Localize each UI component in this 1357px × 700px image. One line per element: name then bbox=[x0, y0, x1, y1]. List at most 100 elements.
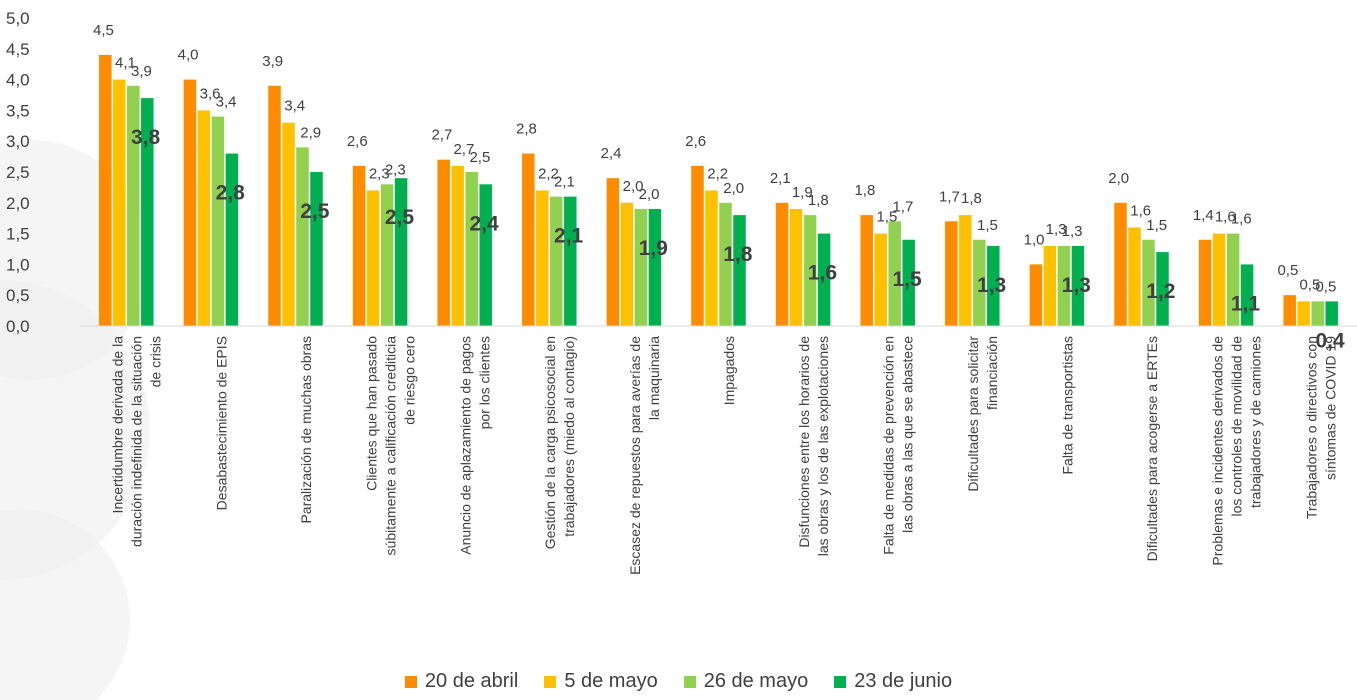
y-tick-label: 2,0 bbox=[6, 194, 30, 213]
bar bbox=[1212, 233, 1226, 326]
bar bbox=[522, 153, 535, 326]
data-label: 0,5 bbox=[1299, 276, 1320, 293]
data-label: 2,0 bbox=[723, 180, 744, 197]
x-category-label-line: Dificultades para solicitar bbox=[965, 336, 981, 492]
x-category-label: Dificultades para acogerse a ERTEs bbox=[1144, 336, 1160, 561]
x-category-label-line: Disfunciones entre los horarios de bbox=[796, 336, 812, 548]
bar bbox=[1311, 301, 1324, 326]
data-label: 2,5 bbox=[469, 149, 490, 166]
bar bbox=[1283, 295, 1296, 326]
data-label: 2,9 bbox=[300, 124, 321, 141]
data-label: 1,4 bbox=[1193, 207, 1214, 224]
x-category-label-line: Trabajadores o directivos con bbox=[1304, 336, 1320, 519]
data-labels: 4,54,13,93,84,03,63,42,83,93,42,92,52,62… bbox=[93, 22, 1345, 352]
data-label: 1,5 bbox=[876, 209, 897, 226]
y-tick-label: 3,0 bbox=[6, 132, 30, 151]
data-label: 1,8 bbox=[808, 192, 829, 209]
x-category-label-line: Gestión de la carga psicosocial en bbox=[542, 336, 558, 549]
x-category-label-line: trabajadores (miedo al contagio) bbox=[561, 336, 577, 537]
bar bbox=[1114, 202, 1127, 326]
y-tick-label: 1,0 bbox=[6, 255, 30, 274]
legend-swatch bbox=[834, 675, 847, 688]
data-label: 2,3 bbox=[369, 165, 390, 182]
bar bbox=[1057, 245, 1071, 326]
data-label: 2,0 bbox=[623, 178, 644, 195]
bar bbox=[648, 208, 662, 326]
x-category-label: Falta de medidas de prevención en las obr… bbox=[881, 336, 916, 555]
legend-label: 23 de junio bbox=[854, 670, 953, 692]
bar bbox=[719, 202, 732, 326]
data-label: 2,6 bbox=[685, 133, 706, 150]
bar bbox=[465, 172, 478, 326]
bar bbox=[366, 190, 380, 326]
y-tick-label: 2,5 bbox=[6, 163, 30, 182]
bar bbox=[1297, 301, 1310, 326]
x-category-label-line: de crisis bbox=[148, 336, 164, 387]
data-label: 0,5 bbox=[1315, 278, 1336, 295]
x-category-label-line: trabajadores y de camiones bbox=[1248, 336, 1264, 508]
y-tick-label: 0,5 bbox=[6, 286, 30, 305]
bar bbox=[1071, 245, 1085, 326]
x-category-label: Desabastecimiento de EPIS bbox=[213, 336, 229, 510]
x-category-label-line: duración indefinida de la situación bbox=[129, 336, 145, 547]
data-label: 3,9 bbox=[131, 63, 152, 80]
bar bbox=[606, 178, 620, 326]
bar bbox=[113, 79, 126, 326]
data-label: 1,0 bbox=[1024, 231, 1045, 248]
bar bbox=[127, 85, 140, 326]
bar bbox=[874, 233, 887, 326]
x-category-label-line: súbitamente a calificación crediticia bbox=[383, 336, 399, 556]
bar bbox=[141, 98, 154, 326]
bar bbox=[1156, 252, 1169, 326]
bar bbox=[211, 116, 225, 326]
x-category-label: Problemas e incidentes derivados de los c… bbox=[1210, 336, 1264, 566]
data-label: 2,5 bbox=[300, 200, 330, 223]
data-label: 1,3 bbox=[977, 274, 1006, 297]
bar bbox=[817, 233, 831, 326]
y-tick-label: 4,5 bbox=[6, 40, 30, 59]
data-label: 1,8 bbox=[854, 182, 875, 199]
bar bbox=[803, 215, 817, 326]
bar bbox=[1029, 264, 1043, 326]
legend-label: 5 de mayo bbox=[564, 670, 658, 692]
data-label: 3,4 bbox=[216, 94, 237, 111]
bar bbox=[310, 172, 323, 326]
data-label: 1,6 bbox=[1215, 209, 1236, 226]
data-label: 1,3 bbox=[1062, 223, 1083, 240]
x-category-label: Falta de transportistas bbox=[1059, 336, 1075, 475]
x-category-label-line: de riesgo cero bbox=[402, 336, 418, 425]
bar bbox=[536, 190, 549, 326]
background-decoration bbox=[0, 140, 150, 700]
data-label: 2,8 bbox=[516, 121, 537, 138]
bar bbox=[733, 215, 746, 326]
legend-item: 23 de junio bbox=[834, 670, 952, 693]
data-label: 4,5 bbox=[93, 22, 114, 39]
data-label: 2,0 bbox=[639, 186, 660, 203]
data-label: 1,3 bbox=[1046, 221, 1067, 238]
data-label: 3,8 bbox=[131, 126, 161, 149]
bar bbox=[1043, 245, 1057, 326]
data-label: 1,6 bbox=[1231, 211, 1252, 228]
x-category-label-line: Problemas e incidentes derivados de bbox=[1210, 336, 1226, 566]
data-label: 2,1 bbox=[554, 174, 575, 191]
x-category-label: Escasez de repuestos para averías de la m… bbox=[627, 336, 662, 575]
x-category-label-line: Paralización de muchas obras bbox=[298, 336, 314, 524]
data-label: 1,9 bbox=[639, 237, 668, 260]
x-category-label: Incertidumbre derivada de la duración ind… bbox=[110, 336, 164, 547]
data-label: 2,1 bbox=[770, 170, 791, 187]
legend-label: 20 de abril bbox=[424, 670, 519, 692]
x-category-label: Clientes que han pasado súbitamente a cal… bbox=[364, 336, 418, 556]
x-category-label: Disfunciones entre los horarios de las ob… bbox=[796, 336, 831, 556]
data-label: 2,7 bbox=[453, 141, 474, 158]
x-category-label: Impagados bbox=[721, 336, 737, 405]
bar bbox=[282, 122, 295, 326]
bar bbox=[268, 85, 281, 326]
data-label: 1,6 bbox=[808, 262, 837, 285]
bar bbox=[451, 165, 464, 326]
y-axis: 0,0 0,5 1,0 1,5 2,0 2,5 3,0 3,5 4,0 4,5 5,0 bbox=[6, 9, 30, 336]
data-label: 1,7 bbox=[892, 198, 913, 215]
data-label: 1,9 bbox=[792, 184, 813, 201]
bar bbox=[1142, 239, 1155, 326]
x-category-label-line: Clientes que han pasado bbox=[364, 336, 380, 491]
